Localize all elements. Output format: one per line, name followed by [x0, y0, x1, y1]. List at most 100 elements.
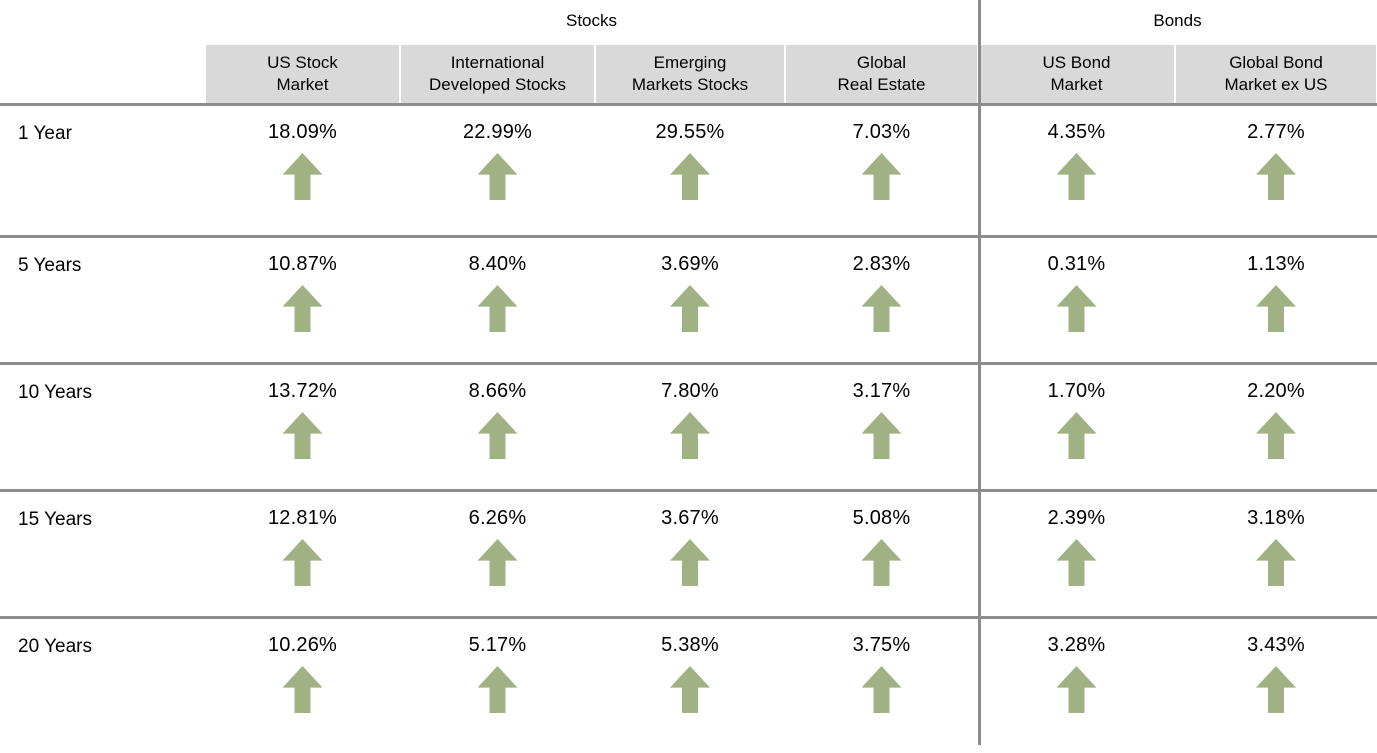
row-divider-line — [0, 489, 1377, 492]
cell-20y-us-bond: 3.28% — [978, 619, 1175, 753]
cell-15y-emerging-markets: 3.67% — [595, 492, 785, 616]
cell-20y-us-stock: 10.26% — [205, 619, 400, 753]
cell-1y-intl-developed: 22.99% — [400, 106, 595, 235]
up-arrow-icon — [1256, 153, 1296, 200]
group-header-row: Stocks Bonds — [0, 0, 1377, 45]
row-label: 5 Years — [18, 255, 82, 276]
return-value: 2.83% — [852, 253, 911, 275]
table-row-15-years: 15 Years 12.81% 6.26% 3.67% 5.08% 2.39% … — [0, 492, 1377, 616]
stocks-bonds-divider-line — [978, 0, 981, 745]
return-value: 7.03% — [852, 121, 911, 143]
row-divider-line — [0, 235, 1377, 238]
cell-10y-us-stock: 13.72% — [205, 365, 400, 489]
return-value: 8.66% — [468, 380, 527, 402]
cell-20y-emerging-markets: 5.38% — [595, 619, 785, 753]
cell-1y-global-real-estate: 7.03% — [785, 106, 978, 235]
column-header-spacer — [1, 45, 204, 103]
return-value: 5.08% — [852, 507, 911, 529]
return-value: 10.26% — [267, 634, 338, 656]
up-arrow-icon — [670, 153, 710, 200]
cell-5y-emerging-markets: 3.69% — [595, 238, 785, 362]
return-value: 2.20% — [1247, 380, 1305, 402]
up-arrow-icon — [670, 412, 710, 459]
row-label: 1 Year — [18, 123, 72, 144]
up-arrow-icon — [1056, 412, 1097, 459]
return-value: 3.17% — [852, 380, 911, 402]
cell-15y-us-bond: 2.39% — [978, 492, 1175, 616]
cell-15y-global-real-estate: 5.08% — [785, 492, 978, 616]
cell-20y-intl-developed: 5.17% — [400, 619, 595, 753]
up-arrow-icon — [477, 539, 518, 586]
return-value: 3.28% — [1047, 634, 1106, 656]
table-row-10-years: 10 Years 13.72% 8.66% 7.80% 3.17% 1.70% … — [0, 365, 1377, 489]
cell-1y-us-stock: 18.09% — [205, 106, 400, 235]
return-value: 10.87% — [267, 253, 338, 275]
row-label: 15 Years — [18, 509, 92, 530]
return-value: 0.31% — [1047, 253, 1106, 275]
column-header-global-real-estate: Global Real Estate — [786, 45, 977, 103]
column-header-emerging-markets-stocks: Emerging Markets Stocks — [596, 45, 784, 103]
up-arrow-icon — [477, 412, 518, 459]
up-arrow-icon — [670, 666, 710, 713]
row-divider-line — [0, 616, 1377, 619]
table-row-5-years: 5 Years 10.87% 8.40% 3.69% 2.83% 0.31% 1… — [0, 238, 1377, 362]
table-row-1-year: 1 Year 18.09% 22.99% 29.55% 7.03% 4.35% … — [0, 106, 1377, 235]
return-value: 3.18% — [1247, 507, 1305, 529]
return-value: 2.39% — [1047, 507, 1106, 529]
cell-1y-emerging-markets: 29.55% — [595, 106, 785, 235]
group-label-bonds: Bonds — [1153, 10, 1202, 30]
return-value: 3.69% — [661, 253, 719, 275]
up-arrow-icon — [1056, 153, 1097, 200]
header-divider-line — [0, 103, 1377, 106]
up-arrow-icon — [1256, 539, 1296, 586]
column-header-international-developed-stocks: International Developed Stocks — [401, 45, 594, 103]
return-value: 6.26% — [468, 507, 527, 529]
return-value: 5.38% — [661, 634, 719, 656]
return-value: 12.81% — [267, 507, 338, 529]
up-arrow-icon — [282, 153, 323, 200]
up-arrow-icon — [861, 412, 902, 459]
cell-5y-us-stock: 10.87% — [205, 238, 400, 362]
up-arrow-icon — [1056, 285, 1097, 332]
return-value: 8.40% — [468, 253, 527, 275]
up-arrow-icon — [861, 285, 902, 332]
cell-5y-intl-developed: 8.40% — [400, 238, 595, 362]
cell-10y-global-real-estate: 3.17% — [785, 365, 978, 489]
cell-20y-global-bond-ex-us: 3.43% — [1175, 619, 1377, 753]
return-value: 5.17% — [468, 634, 527, 656]
return-value: 18.09% — [267, 121, 338, 143]
up-arrow-icon — [282, 539, 323, 586]
return-value: 3.67% — [661, 507, 719, 529]
column-header-row: US Stock Market International Developed … — [0, 45, 1377, 103]
up-arrow-icon — [670, 539, 710, 586]
up-arrow-icon — [1056, 666, 1097, 713]
return-value: 4.35% — [1047, 121, 1106, 143]
row-label: 20 Years — [18, 636, 92, 657]
row-divider-line — [0, 362, 1377, 365]
cell-1y-global-bond-ex-us: 2.77% — [1175, 106, 1377, 235]
return-value: 7.80% — [661, 380, 719, 402]
return-value: 1.13% — [1247, 253, 1305, 275]
return-value: 2.77% — [1247, 121, 1305, 143]
up-arrow-icon — [477, 153, 518, 200]
column-header-us-bond-market: US Bond Market — [979, 45, 1174, 103]
up-arrow-icon — [670, 285, 710, 332]
return-value: 3.43% — [1247, 634, 1305, 656]
up-arrow-icon — [1256, 412, 1296, 459]
return-value: 13.72% — [267, 380, 338, 402]
cell-10y-emerging-markets: 7.80% — [595, 365, 785, 489]
up-arrow-icon — [1256, 285, 1296, 332]
cell-15y-us-stock: 12.81% — [205, 492, 400, 616]
cell-5y-global-real-estate: 2.83% — [785, 238, 978, 362]
up-arrow-icon — [861, 666, 902, 713]
row-label: 10 Years — [18, 382, 92, 403]
cell-15y-intl-developed: 6.26% — [400, 492, 595, 616]
cell-5y-us-bond: 0.31% — [978, 238, 1175, 362]
up-arrow-icon — [282, 285, 323, 332]
up-arrow-icon — [477, 666, 518, 713]
column-header-us-stock-market: US Stock Market — [206, 45, 399, 103]
cell-15y-global-bond-ex-us: 3.18% — [1175, 492, 1377, 616]
cell-10y-global-bond-ex-us: 2.20% — [1175, 365, 1377, 489]
up-arrow-icon — [1256, 666, 1296, 713]
